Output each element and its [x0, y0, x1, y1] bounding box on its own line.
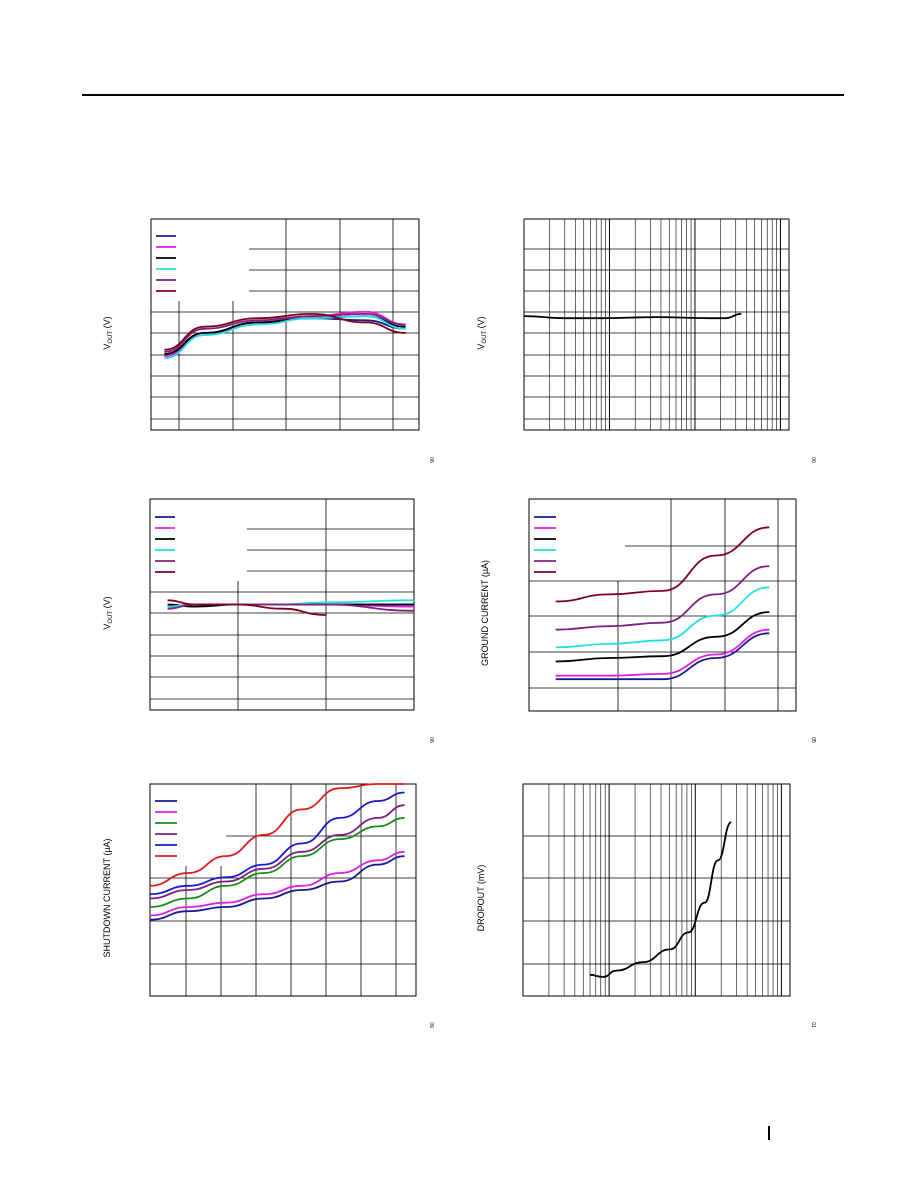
plot-area — [150, 218, 420, 431]
plot-area — [522, 783, 791, 997]
series-line-1 — [149, 855, 405, 921]
series-group — [589, 821, 732, 978]
plot-area — [149, 783, 417, 997]
series-line-4 — [149, 804, 405, 900]
grid — [529, 499, 796, 711]
series-line-6 — [555, 526, 770, 603]
series-line-6 — [167, 599, 327, 616]
chart-shutdown-current: SHUTDOWN CURRENT (µA) 09 — [102, 783, 434, 1028]
y-axis-label-main: V — [102, 344, 112, 350]
series-group — [555, 526, 770, 681]
legend — [156, 235, 176, 292]
legend — [155, 800, 177, 857]
y-axis-label: VOUT (V) — [476, 316, 488, 349]
series-line-4 — [164, 315, 406, 360]
figure-code: 06 — [428, 737, 434, 743]
plot-area — [149, 498, 415, 711]
legend — [155, 516, 175, 573]
figure-code: 05 — [810, 737, 816, 743]
y-axis-label: DROPOUT (mV) — [476, 865, 486, 932]
header-rule — [82, 94, 844, 96]
y-axis-label-sub: OUT — [108, 331, 114, 344]
series-line-3 — [149, 817, 405, 908]
series-group — [149, 783, 405, 921]
legend — [534, 516, 556, 573]
y-axis-label-unit: (V) — [476, 316, 486, 331]
plot-frame — [522, 783, 791, 997]
series-line-1 — [523, 313, 742, 320]
series-line-1 — [589, 821, 732, 978]
figure-code: 06 — [810, 457, 816, 463]
series-line-5 — [555, 565, 770, 631]
chart-dropout: DROPOUT (mV) 01 — [476, 783, 816, 1028]
y-axis-label-sub: OUT — [108, 611, 114, 624]
series-line-4 — [555, 586, 770, 649]
grid — [150, 784, 416, 996]
plot-frame — [150, 218, 420, 431]
series-line-1 — [555, 632, 770, 681]
y-axis-label-main: V — [476, 344, 486, 350]
chart-vout-3: VOUT (V) 06 — [102, 498, 434, 743]
plot-area — [523, 218, 790, 431]
y-axis-label: VOUT (V) — [102, 596, 114, 629]
grid — [523, 784, 790, 996]
y-axis-label-sub: OUT — [482, 331, 488, 344]
series-line-2 — [555, 628, 770, 677]
figure-code: 09 — [428, 1022, 434, 1028]
series-line-6 — [164, 312, 406, 351]
series-group — [164, 310, 406, 360]
series-line-6 — [149, 783, 405, 887]
chart-vout-1: VOUT (V) 06 — [102, 218, 434, 463]
chart-ground-current: GROUND CURRENT (µA) 05 — [480, 498, 816, 743]
page-number-mark — [768, 1126, 770, 1140]
grid — [151, 219, 419, 430]
series-line-5 — [164, 312, 406, 353]
series-line-2 — [149, 850, 405, 917]
series-group — [167, 599, 415, 616]
y-axis-label-unit: (V) — [102, 596, 112, 611]
y-axis-label-main: V — [102, 624, 112, 630]
figure-code: 06 — [428, 457, 434, 463]
series-line-3 — [555, 611, 770, 663]
plot-frame — [523, 218, 790, 431]
y-axis-label-unit: (V) — [102, 316, 112, 331]
y-axis-label: SHUTDOWN CURRENT (µA) — [102, 838, 112, 957]
series-group — [523, 313, 742, 320]
figure-code: 01 — [810, 1022, 816, 1028]
chart-vout-2: VOUT (V) 06 — [476, 218, 816, 463]
series-line-5 — [149, 791, 405, 896]
y-axis-label: VOUT (V) — [102, 316, 114, 349]
plot-area — [528, 498, 797, 712]
grid — [524, 219, 789, 430]
y-axis-label: GROUND CURRENT (µA) — [480, 560, 490, 666]
